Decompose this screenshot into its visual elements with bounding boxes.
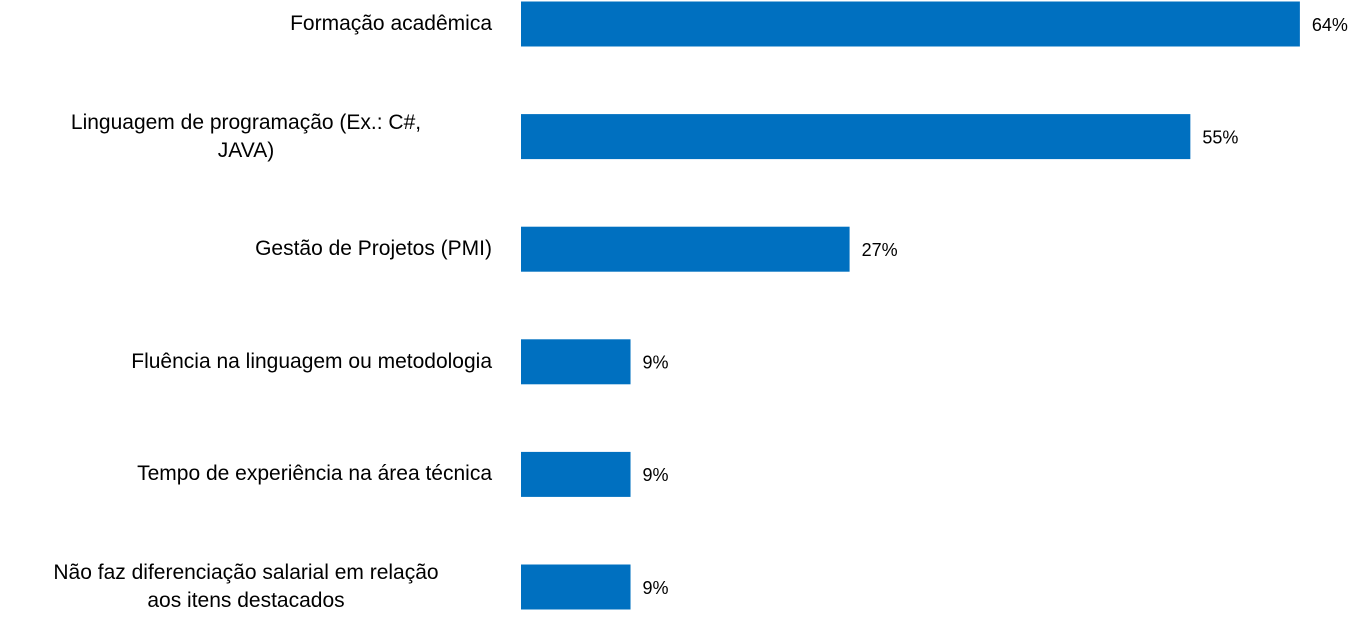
bar — [521, 564, 631, 610]
bar — [521, 1, 1300, 47]
category-label: Não faz diferenciação salarial em relaçã… — [53, 561, 439, 612]
bar — [521, 339, 631, 385]
bar — [521, 226, 850, 272]
value-label: 27% — [862, 240, 898, 260]
value-label: 55% — [1202, 127, 1238, 147]
category-label: Formação acadêmica — [290, 12, 492, 35]
category-label: Linguagem de programação (Ex.: C#, JAVA) — [70, 110, 422, 162]
value-label: 9% — [643, 578, 669, 598]
value-label: 64% — [1312, 15, 1348, 35]
bar — [521, 114, 1191, 160]
bar — [521, 451, 631, 497]
category-label: Tempo de experiência na área técnica — [137, 462, 492, 486]
category-label: Fluência na linguagem ou metodologia — [131, 349, 492, 373]
value-label: 9% — [643, 353, 669, 373]
category-label: Gestão de Projetos (PMI) — [255, 237, 492, 261]
value-label: 9% — [643, 465, 669, 485]
